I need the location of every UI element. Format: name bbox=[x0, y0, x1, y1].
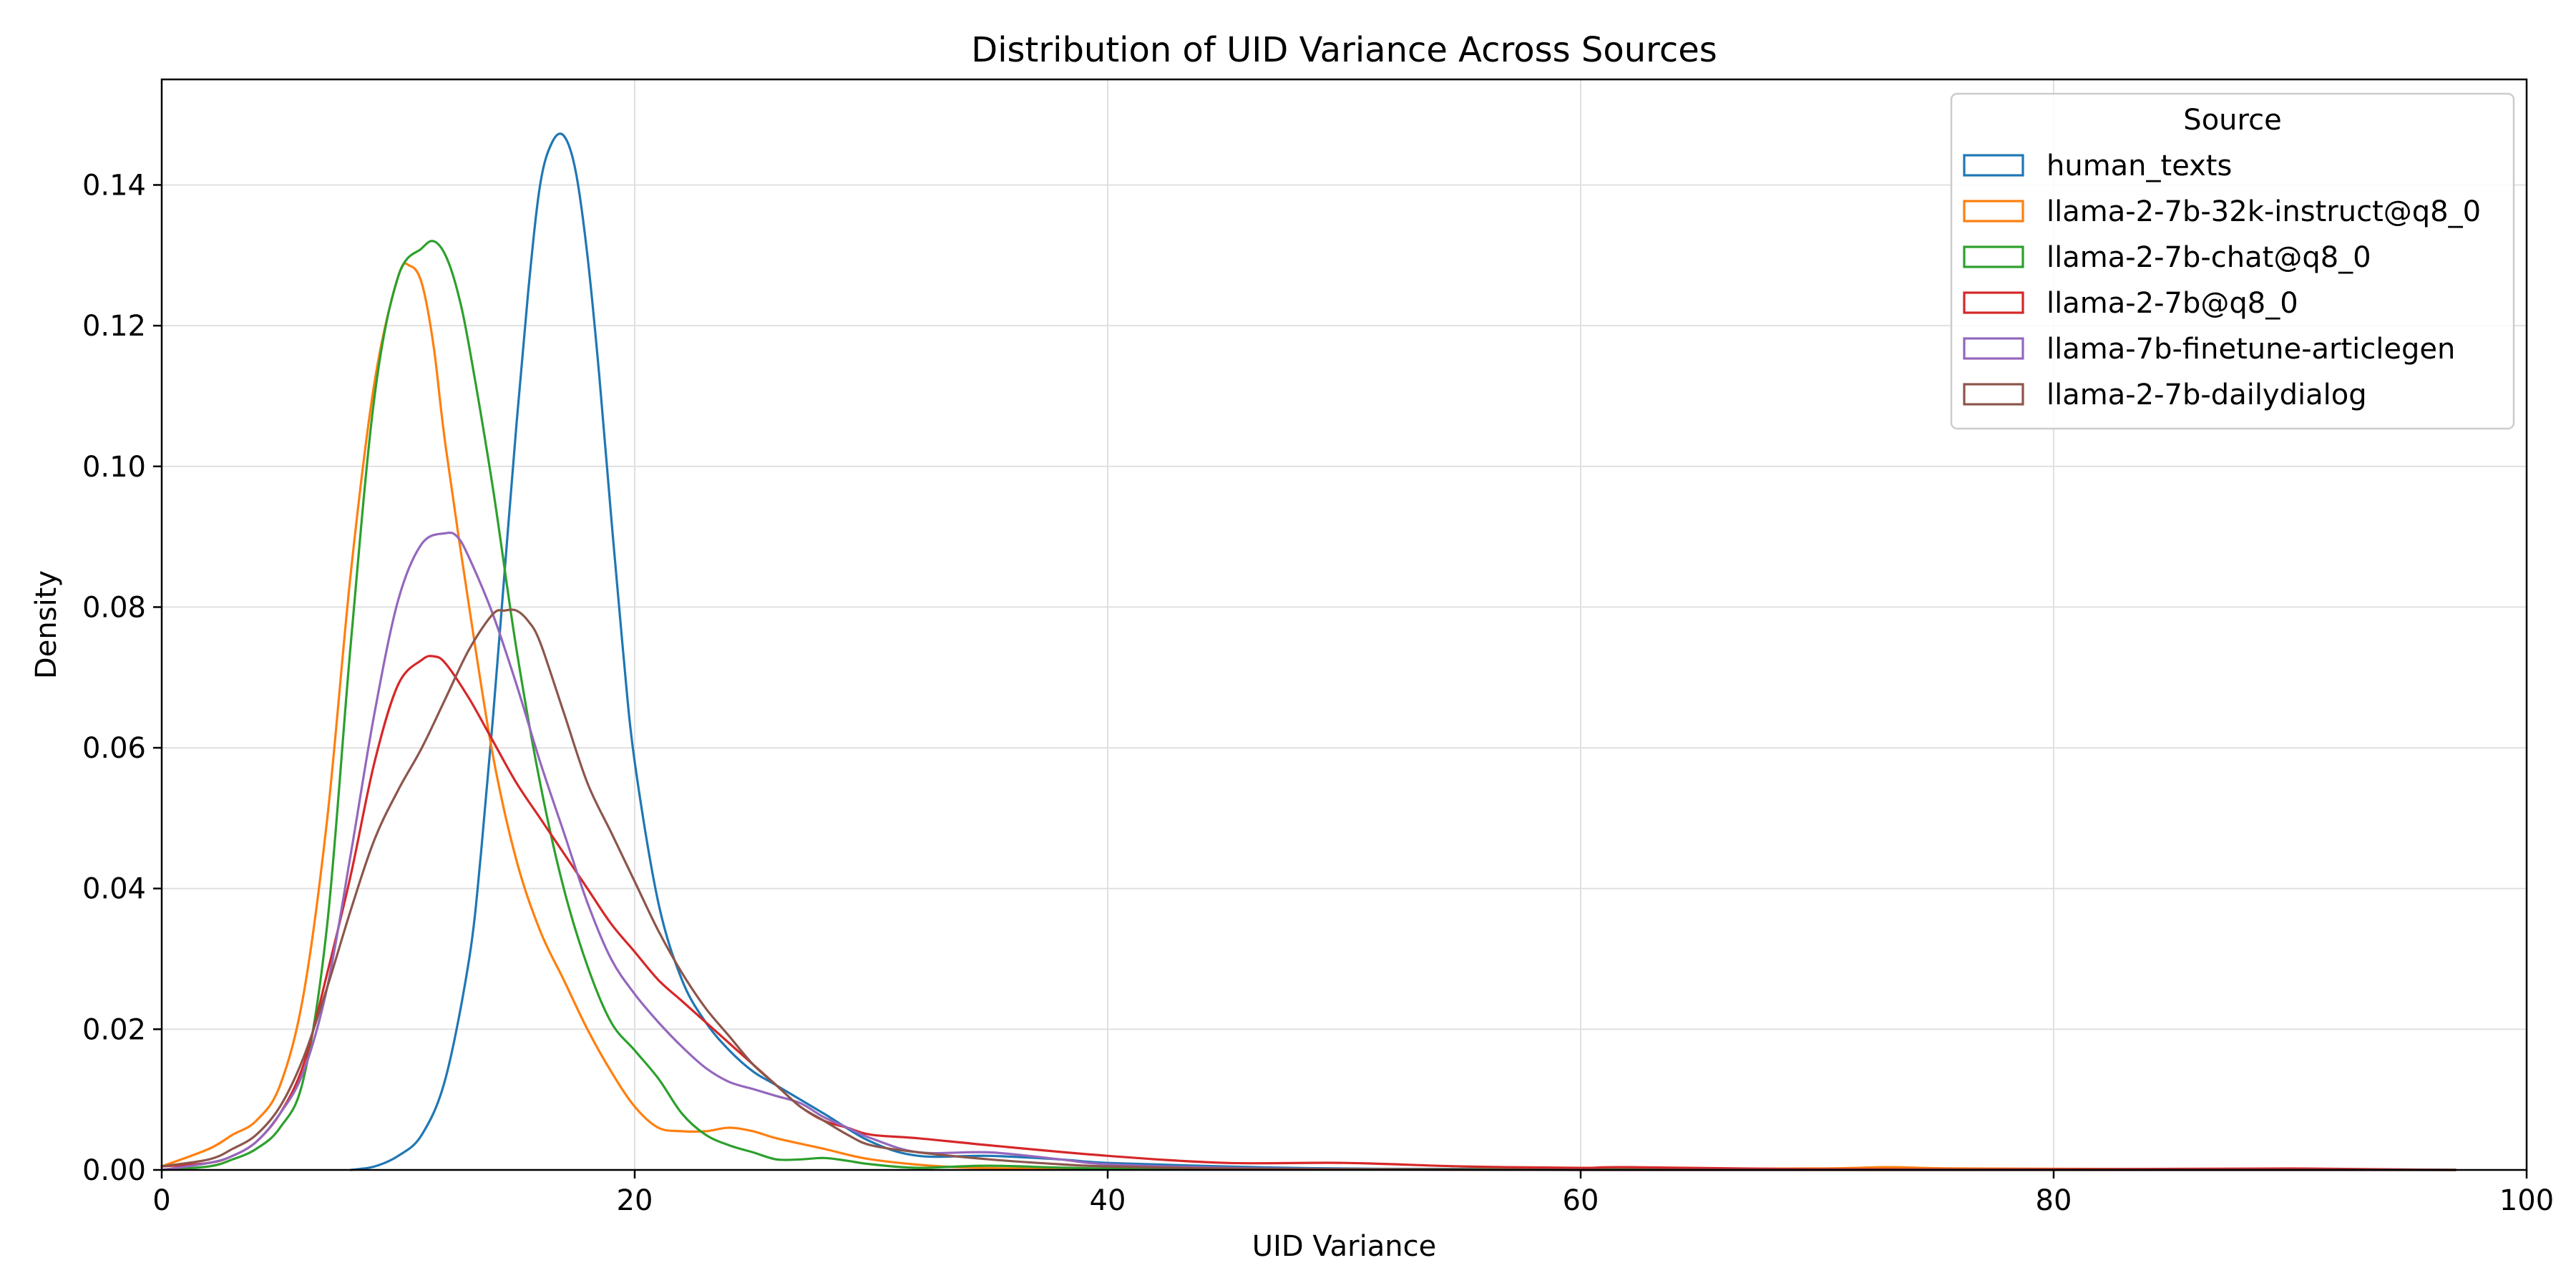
legend-label: llama-2-7b-dailydialog bbox=[2046, 379, 2367, 411]
legend-swatch bbox=[1963, 383, 2024, 406]
y-axis-title: Density bbox=[30, 570, 63, 679]
x-tick-label: 0 bbox=[152, 1184, 170, 1217]
legend-swatch bbox=[1963, 245, 2024, 268]
x-tick-label: 60 bbox=[1563, 1184, 1599, 1217]
legend-item: human_texts bbox=[1963, 150, 2232, 182]
series-line-3 bbox=[160, 655, 2457, 1171]
x-tick-label: 40 bbox=[1090, 1184, 1126, 1217]
y-tick-label: 0.08 bbox=[82, 591, 146, 624]
legend-items: human_texts llama-2-7b-32k-instruct@q8_0l… bbox=[1963, 150, 2481, 411]
legend-swatch bbox=[1963, 291, 2024, 314]
legend-item: llama-2-7b@q8_0 bbox=[1963, 287, 2298, 320]
legend-swatch bbox=[1963, 154, 2024, 177]
legend-item: llama-2-7b-chat@q8_0 bbox=[1963, 241, 2371, 274]
legend-item: llama-2-7b-32k-instruct@q8_0 bbox=[1963, 195, 2481, 228]
x-tick-label: 80 bbox=[2036, 1184, 2072, 1217]
series-line-2 bbox=[160, 240, 2457, 1171]
legend-title: Source bbox=[2183, 104, 2281, 137]
legend-swatch bbox=[1963, 337, 2024, 360]
x-tick-label: 100 bbox=[2499, 1184, 2554, 1217]
y-tick-label: 0.00 bbox=[82, 1154, 146, 1187]
legend-label: llama-2-7b@q8_0 bbox=[2046, 287, 2298, 320]
plot-frame bbox=[160, 78, 2528, 1171]
series-line-0 bbox=[349, 132, 2457, 1171]
legend-box bbox=[1950, 92, 2515, 430]
series-line-5 bbox=[160, 608, 2457, 1171]
x-axis-title: UID Variance bbox=[1252, 1230, 1436, 1263]
legend-label: llama-2-7b-32k-instruct@q8_0 bbox=[2046, 195, 2481, 228]
legend-label: llama-2-7b-chat@q8_0 bbox=[2046, 241, 2371, 274]
y-tick-label: 0.12 bbox=[82, 310, 146, 343]
legend-item: llama-7b-finetune-articlegen bbox=[1963, 333, 2455, 366]
legend-swatch bbox=[1963, 200, 2024, 223]
y-tick-label: 0.10 bbox=[82, 451, 146, 484]
y-tick-label: 0.02 bbox=[82, 1013, 146, 1046]
y-tick-label: 0.04 bbox=[82, 873, 146, 906]
chart-title: Distribution of UID Variance Across Sour… bbox=[971, 30, 1717, 70]
x-tick-label: 20 bbox=[617, 1184, 653, 1217]
legend-label: human_texts bbox=[2046, 150, 2232, 182]
legend-label: llama-7b-finetune-articlegen bbox=[2046, 333, 2455, 366]
legend-item: llama-2-7b-dailydialog bbox=[1963, 379, 2367, 411]
y-tick-label: 0.14 bbox=[82, 169, 146, 202]
y-tick-label: 0.06 bbox=[82, 732, 146, 765]
legend: Source human_texts llama-2-7b-32k-instruc… bbox=[1950, 92, 2515, 430]
ticks: 0 20 40 60 80 100 0.00 0.02 0.04 0.06 0.08 0.10 0.12… bbox=[82, 169, 2554, 1217]
